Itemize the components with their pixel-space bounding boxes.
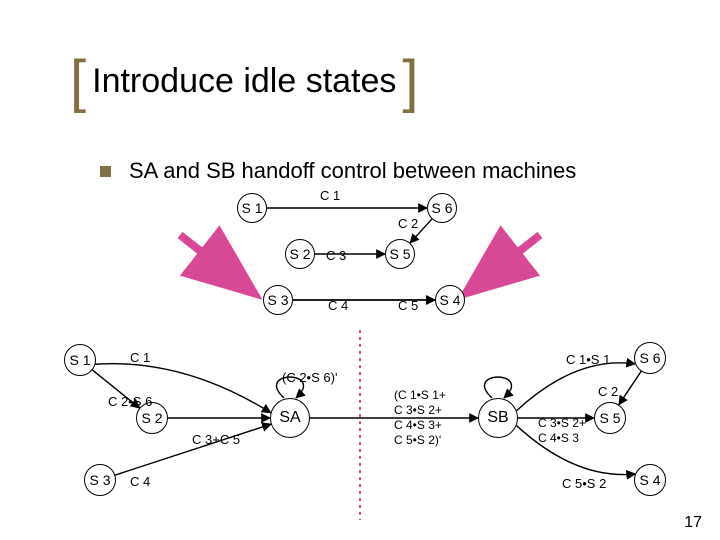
edge-label: C 1 [320, 188, 340, 203]
state-S2: S 2 [285, 239, 315, 269]
state-SA: SA [270, 398, 310, 438]
state-S5: S 5 [385, 239, 415, 269]
bracket-left: [ [70, 48, 86, 115]
edge-label: C 4 [328, 298, 348, 313]
state-S6: S 6 [427, 193, 457, 223]
bullet-text: SA and SB handoff control between machin… [129, 158, 576, 184]
state-S3: S 3 [263, 285, 293, 315]
edge-label: C 5 [398, 298, 418, 313]
state-bS3: S 3 [84, 464, 116, 496]
title-bar: [ Introduce idle states ] [70, 48, 419, 115]
state-bS5: S 5 [594, 402, 626, 434]
state-bS4: S 4 [634, 464, 666, 496]
edge-label: C 5•S 2 [562, 476, 606, 491]
bullet-line: SA and SB handoff control between machin… [100, 158, 576, 184]
state-S1: S 1 [237, 193, 267, 223]
edge-label: C 4 [130, 474, 150, 489]
state-SB: SB [478, 398, 518, 438]
state-bS1: S 1 [64, 344, 96, 376]
edge-label: C 2 [398, 216, 418, 231]
state-S4: S 4 [435, 285, 465, 315]
edge-label: C 1 [130, 350, 150, 365]
edge-label: C 2•S 6 [108, 394, 152, 409]
edge-label: C 3+C 5 [192, 432, 240, 447]
bracket-right: ] [402, 48, 418, 115]
edge-label: (C 1•S 1+ C 3•S 2+ C 4•S 3+ C 5•S 2)' [394, 388, 446, 448]
edge-label: C 1•S 1 [566, 352, 610, 367]
edge-label: C 2 [598, 384, 618, 399]
page-number: 17 [684, 514, 702, 532]
bullet-square [100, 166, 111, 177]
edge-label: C 3 [326, 248, 346, 263]
edge-label: C 3•S 2+ C 4•S 3 [538, 416, 586, 446]
slide-title: Introduce idle states [92, 62, 396, 101]
edge-label: (C 2•S 6)' [282, 370, 337, 385]
state-bS6: S 6 [634, 342, 666, 374]
